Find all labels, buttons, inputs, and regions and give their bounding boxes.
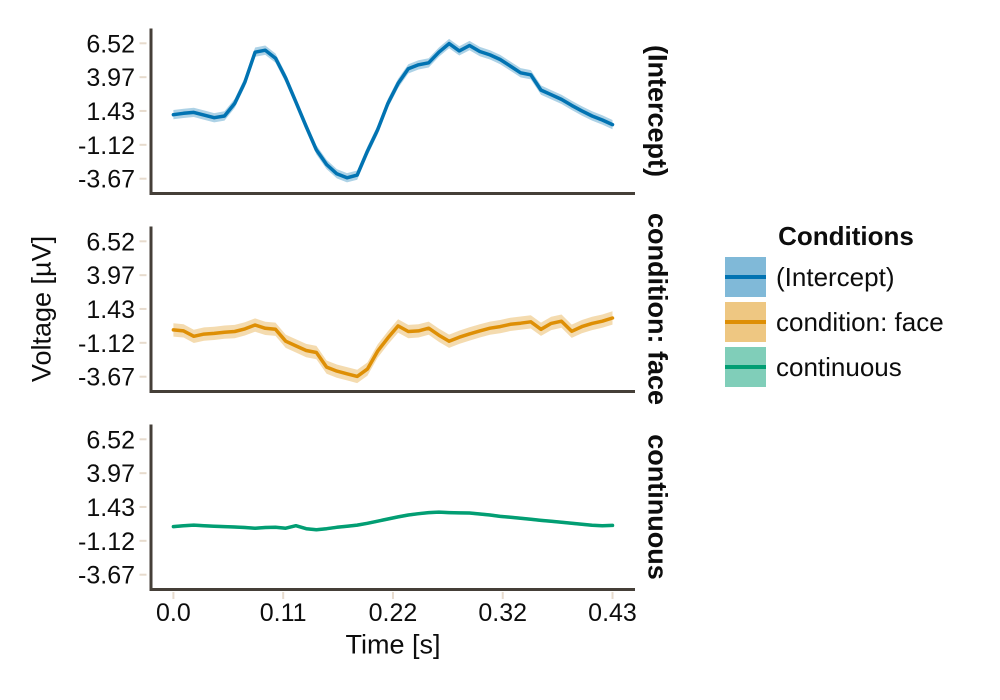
panel-label-condition-face: condition: face — [642, 212, 673, 406]
legend-swatch-condition-face — [725, 302, 766, 342]
y-tick-label: -1.12 — [78, 528, 135, 556]
x-axis-label: Time [s] — [345, 629, 441, 660]
y-tick-label: 1.43 — [86, 98, 135, 126]
x-tick-label: 0.32 — [478, 599, 527, 627]
legend-swatch-line — [725, 365, 766, 369]
y-tick-label: 6.52 — [86, 426, 135, 454]
y-tick-label: 3.97 — [86, 262, 135, 290]
legend-label: (Intercept) — [776, 261, 895, 292]
legend-item-intercept: (Intercept) — [725, 257, 980, 297]
y-axis-label: Voltage [µV] — [26, 235, 57, 383]
y-tick-label: 3.97 — [86, 460, 135, 488]
legend-label: continuous — [776, 351, 902, 382]
x-tick-label: 0.0 — [156, 599, 191, 627]
panel-label-intercept: (Intercept) — [642, 44, 673, 178]
y-tick-label: 6.52 — [86, 30, 135, 58]
x-tick-label: 0.43 — [588, 599, 637, 627]
panel-label-continuous: continuous — [642, 434, 673, 580]
y-tick-label: -3.67 — [78, 166, 135, 194]
y-tick-label: -1.12 — [78, 330, 135, 358]
legend-item-condition-face: condition: face — [725, 302, 980, 342]
legend-swatch-intercept — [725, 257, 766, 297]
x-tick-label: 0.11 — [260, 599, 307, 627]
x-tick-label: 0.22 — [369, 599, 418, 627]
legend-item-continuous: continuous — [725, 347, 980, 387]
y-tick-label: 1.43 — [86, 494, 135, 522]
legend-label: condition: face — [776, 306, 944, 337]
line-continuous — [171, 510, 615, 532]
y-tick-label: 1.43 — [86, 296, 135, 324]
line-intercept — [171, 41, 615, 180]
line-condition-face — [171, 316, 615, 379]
ribbon-intercept — [173, 38, 613, 183]
y-tick-label: 3.97 — [86, 64, 135, 92]
y-tick-label: -3.67 — [78, 562, 135, 590]
legend-swatch-line — [725, 275, 766, 279]
y-tick-label: -3.67 — [78, 364, 135, 392]
legend-title: Conditions — [778, 221, 914, 251]
legend-swatch-line — [725, 320, 766, 324]
y-tick-label: 6.52 — [86, 228, 135, 256]
ribbon-condition-face — [173, 311, 613, 384]
legend-swatch-continuous — [725, 347, 766, 387]
y-tick-label: -1.12 — [78, 132, 135, 160]
legend: Conditions (Intercept) condition: face c… — [712, 220, 980, 387]
